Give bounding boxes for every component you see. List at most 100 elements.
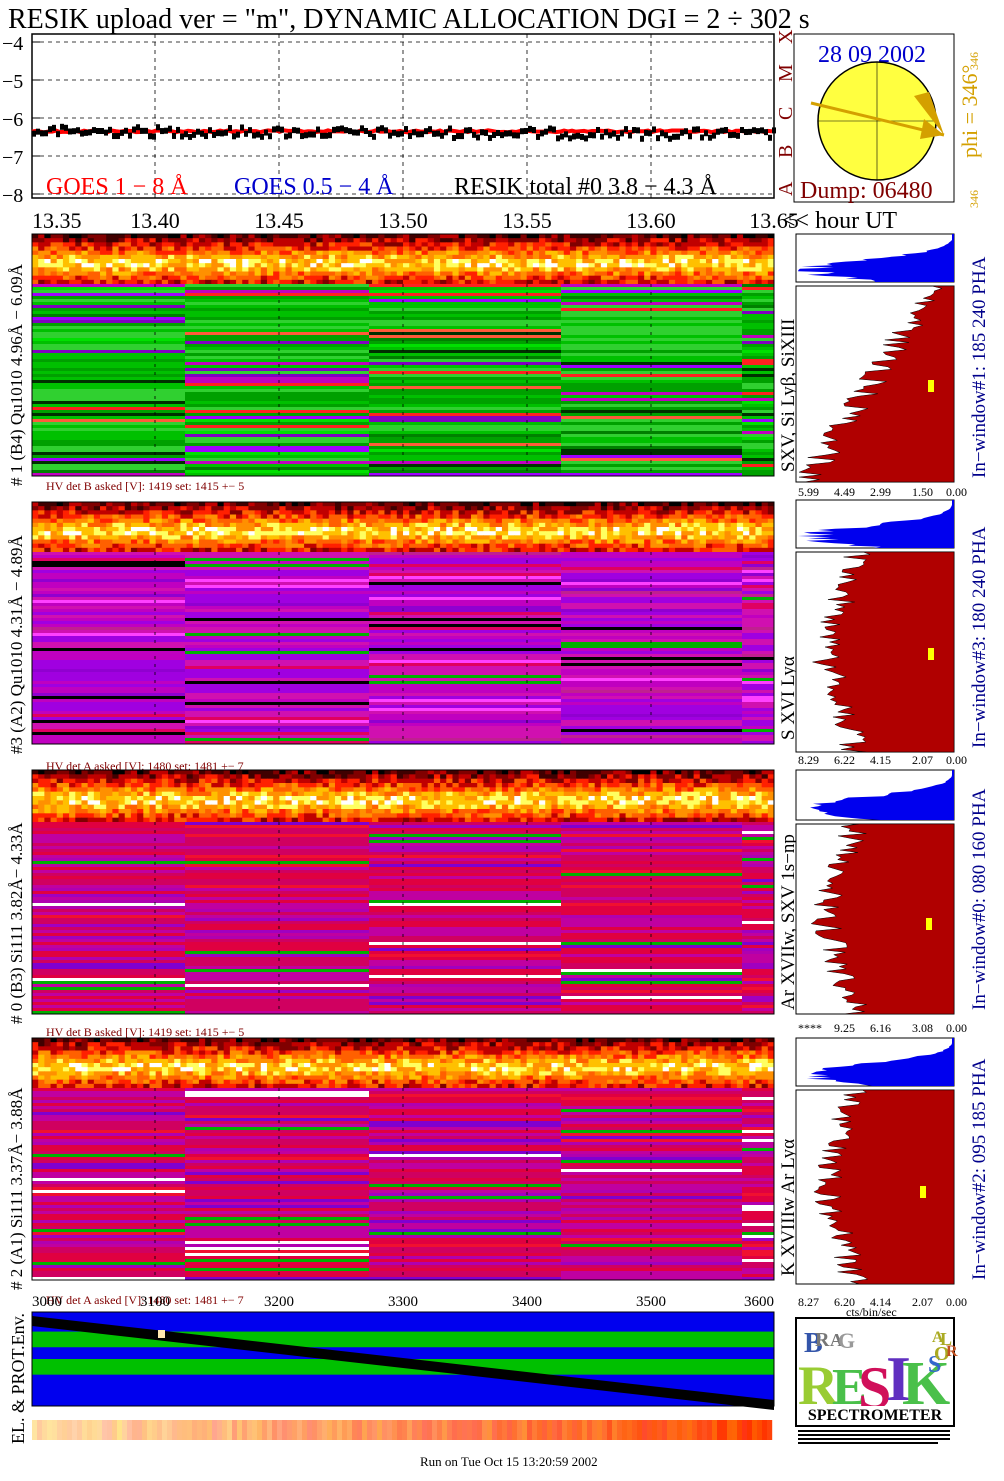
spectrum-cell (403, 247, 410, 252)
spectrum-cell (168, 540, 175, 545)
spectrum-cell (539, 263, 546, 268)
spectrum-cell (446, 263, 453, 268)
spectrum-cell (57, 242, 64, 247)
spectrum-cell (323, 506, 330, 511)
resik-total-point (412, 129, 416, 135)
spectrum-cell (452, 276, 459, 281)
spectrum-cell (378, 272, 385, 277)
spectrum-cell (422, 280, 429, 285)
spectrum-cell (199, 805, 206, 810)
spectrum-cell (669, 242, 676, 247)
spectrum-cell (286, 276, 293, 281)
spectrum-cell (44, 510, 51, 515)
spectrum-cell (310, 519, 317, 524)
map-stripe (742, 335, 774, 338)
goes-y-tick-label: −5 (2, 71, 23, 93)
spectrum-cell (131, 523, 138, 528)
spectrum-cell (520, 796, 527, 801)
map-stripe (742, 440, 774, 443)
spectrum-cell (230, 535, 237, 540)
spectrum-cell (409, 535, 416, 540)
spectrum-cell (316, 280, 323, 285)
spectrum-cell (224, 519, 231, 524)
spectrum-cell (360, 531, 367, 536)
map-stripe (185, 561, 369, 564)
map-stripe (185, 404, 369, 407)
spectrum-cell (527, 523, 534, 528)
spectrum-cell (230, 280, 237, 285)
spectrum-cell (755, 251, 762, 256)
spectrum-cell (465, 809, 472, 814)
spectrum-cell (650, 535, 657, 540)
spectrum-cell (267, 540, 274, 545)
spectrum-cell (718, 805, 725, 810)
spectrum-cell (286, 238, 293, 243)
spectrum-cell (100, 515, 107, 520)
spectrum-cell (564, 502, 571, 507)
spectrum-cell (304, 506, 311, 511)
time-tick-label: 13.35 (32, 208, 82, 233)
spectrum-cell (384, 770, 391, 775)
resik-total-point (616, 135, 620, 141)
spectrum-cell (743, 238, 750, 243)
spectrum-cell (527, 792, 534, 797)
spectrum-cell (749, 523, 756, 528)
map-stripe (369, 654, 561, 657)
spectrum-cell (533, 251, 540, 256)
spectrum-cell (218, 809, 225, 814)
spectrum-cell (681, 502, 688, 507)
spectrum-cell (422, 234, 429, 239)
spectrum-cell (681, 770, 688, 775)
spectrum-cell (51, 276, 58, 281)
resik-total-point (600, 134, 604, 140)
spectrum-cell (218, 519, 225, 524)
spectrum-cell (545, 276, 552, 281)
spectrum-cell (527, 255, 534, 260)
spectrum-cell (211, 535, 218, 540)
spectrum-cell (663, 255, 670, 260)
spectrum-cell (675, 523, 682, 528)
spectrum-cell (242, 779, 249, 784)
spectrum-cell (520, 770, 527, 775)
spectrum-cell (582, 251, 589, 256)
spectrum-cell (589, 251, 596, 256)
spectrum-cell (415, 792, 422, 797)
spectrum-cell (347, 247, 354, 252)
spectrum-cell (582, 523, 589, 528)
spectrum-cell (347, 523, 354, 528)
spectrum-cell (279, 276, 286, 281)
spectrum-cell (329, 787, 336, 792)
spectrum-cell (657, 774, 664, 779)
map-stripe (32, 311, 185, 314)
spectrum-cell (211, 276, 218, 281)
spectrum-cell (768, 783, 775, 788)
spectrum-cell (131, 544, 138, 549)
map-stripe (369, 627, 561, 630)
spectrum-cell (632, 272, 639, 277)
spectrum-cell (403, 805, 410, 810)
spectrum-cell (32, 272, 39, 277)
spectrum-cell (360, 783, 367, 788)
spectrum-cell (632, 238, 639, 243)
map-stripe (561, 458, 742, 461)
spectrum-cell (261, 267, 268, 272)
spectrum-cell (508, 247, 515, 252)
spectrum-cell (32, 787, 39, 792)
resik-total-point (256, 132, 260, 138)
spectrum-cell (335, 792, 342, 797)
map-stripe (32, 681, 185, 684)
map-stripe (185, 296, 369, 299)
map-stripe (32, 639, 185, 642)
map-stripe (32, 374, 185, 377)
spectrum-cell (471, 540, 478, 545)
spectrum-cell (483, 251, 490, 256)
map-stripe (185, 398, 369, 401)
map-stripe (185, 555, 369, 558)
spectrum-cell (638, 796, 645, 801)
spectrum-cell (502, 502, 509, 507)
spectrum-cell (576, 544, 583, 549)
spectrum-cell (112, 519, 119, 524)
spectrum-cell (248, 548, 255, 553)
map-stripe (369, 723, 561, 726)
spectrum-cell (471, 535, 478, 540)
